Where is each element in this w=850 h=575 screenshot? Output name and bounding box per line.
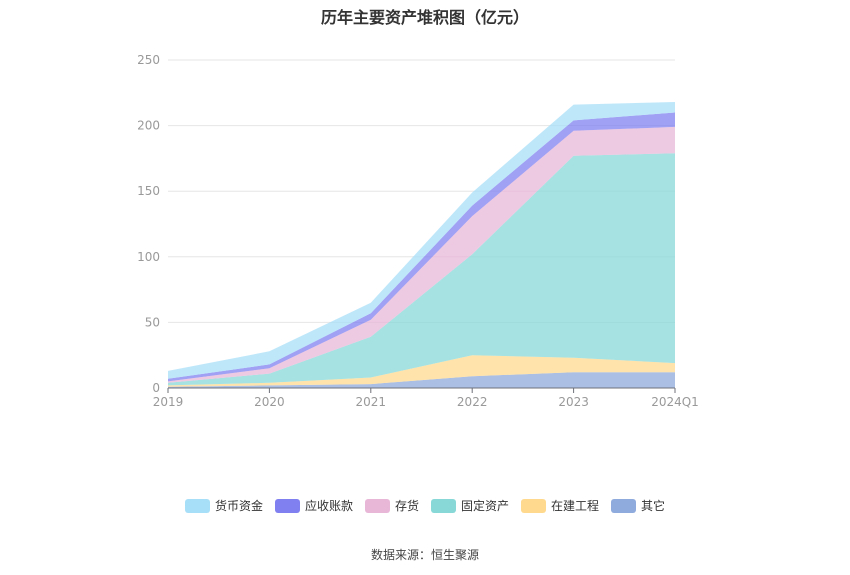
x-tick-label: 2022 [457,395,488,409]
y-tick-label: 250 [137,53,160,67]
y-tick-label: 150 [137,184,160,198]
legend-label: 其它 [641,499,666,513]
x-tick-label: 2024Q1 [651,395,699,409]
legend-swatch [364,498,390,513]
legend-swatch [274,498,300,513]
y-tick-label: 0 [152,381,160,395]
legend-swatch [184,498,210,513]
y-tick-label: 100 [137,250,160,264]
legend-label: 固定资产 [461,499,510,513]
x-tick-label: 2023 [558,395,589,409]
legend-item[interactable]: 其它 [611,497,665,514]
data-source: 数据来源：恒生聚源 [370,548,479,562]
legend-swatch [431,498,456,513]
legend-label: 应收账款 [304,499,353,513]
area-固定资产 [168,153,675,386]
legend-label: 货币资金 [214,499,263,513]
x-tick-label: 2021 [356,395,387,409]
x-tick-label: 2020 [254,395,285,409]
chart-legend: 货币资金 应收账款 存货 固定资产 在建工程 其它 [0,497,850,514]
legend-swatch [521,498,547,513]
area-在建工程 [168,355,675,387]
legend-swatch [611,498,637,513]
legend-item[interactable]: 应收账款 [274,497,353,514]
area-其它 [168,372,675,388]
y-tick-label: 50 [145,315,160,329]
legend-item[interactable]: 货币资金 [184,497,263,514]
x-tick-label: 2019 [153,395,184,409]
area-存货 [168,126,675,383]
legend-item[interactable]: 固定资产 [431,497,509,514]
legend-label: 存货 [394,499,419,513]
legend-item[interactable]: 存货 [364,497,419,514]
chart-title: 历年主要资产堆积图（亿元） [320,8,529,27]
legend-label: 在建工程 [551,499,600,513]
y-tick-label: 200 [137,119,160,133]
legend-item[interactable]: 在建工程 [521,497,599,514]
